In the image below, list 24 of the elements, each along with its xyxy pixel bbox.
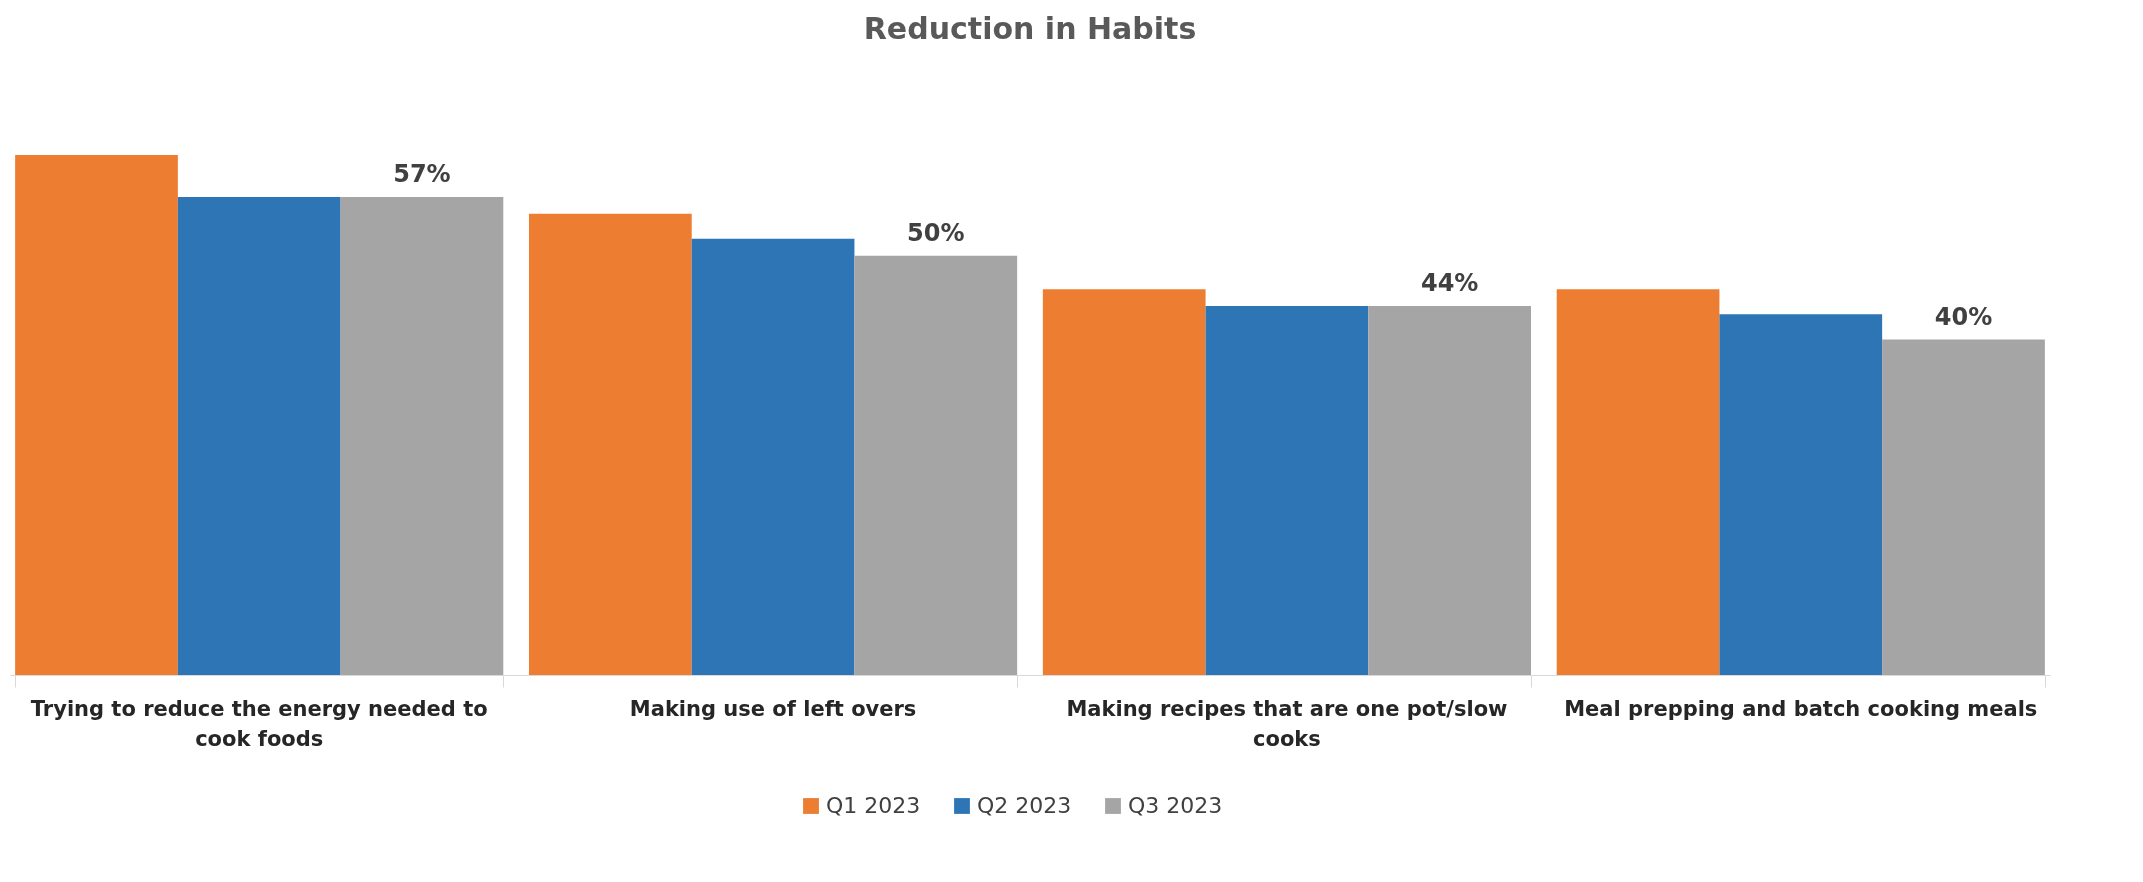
legend-label: Q2 2023	[977, 793, 1072, 818]
data-label: 50%	[907, 218, 965, 247]
x-tick-label: Meal prepping and batch cooking meals	[1564, 697, 2038, 721]
bar	[528, 213, 692, 675]
legend-label: Q1 2023	[826, 793, 921, 818]
bar	[1042, 289, 1206, 675]
bar	[854, 255, 1018, 675]
x-tick-label: Trying to reduce the energy needed to cook foods	[30, 697, 488, 751]
data-label: 44%	[1420, 268, 1479, 297]
bar	[15, 155, 178, 675]
bar	[1368, 305, 1532, 675]
data-label: 40%	[1934, 302, 1993, 331]
x-tick-label: Making recipes that are one pot/slow cooks	[1066, 697, 1508, 751]
legend-label: Q3 2023	[1128, 793, 1223, 818]
bar	[1719, 314, 1883, 675]
bar	[1882, 339, 2045, 675]
bar	[1205, 305, 1369, 675]
chart-title: Reduction in Habits	[863, 11, 1197, 46]
bar	[177, 196, 341, 675]
bar	[1556, 289, 1720, 675]
bar	[340, 196, 504, 675]
data-label: 57%	[393, 159, 451, 188]
x-tick-label: Making use of left overs	[629, 697, 917, 721]
bar	[691, 238, 855, 675]
